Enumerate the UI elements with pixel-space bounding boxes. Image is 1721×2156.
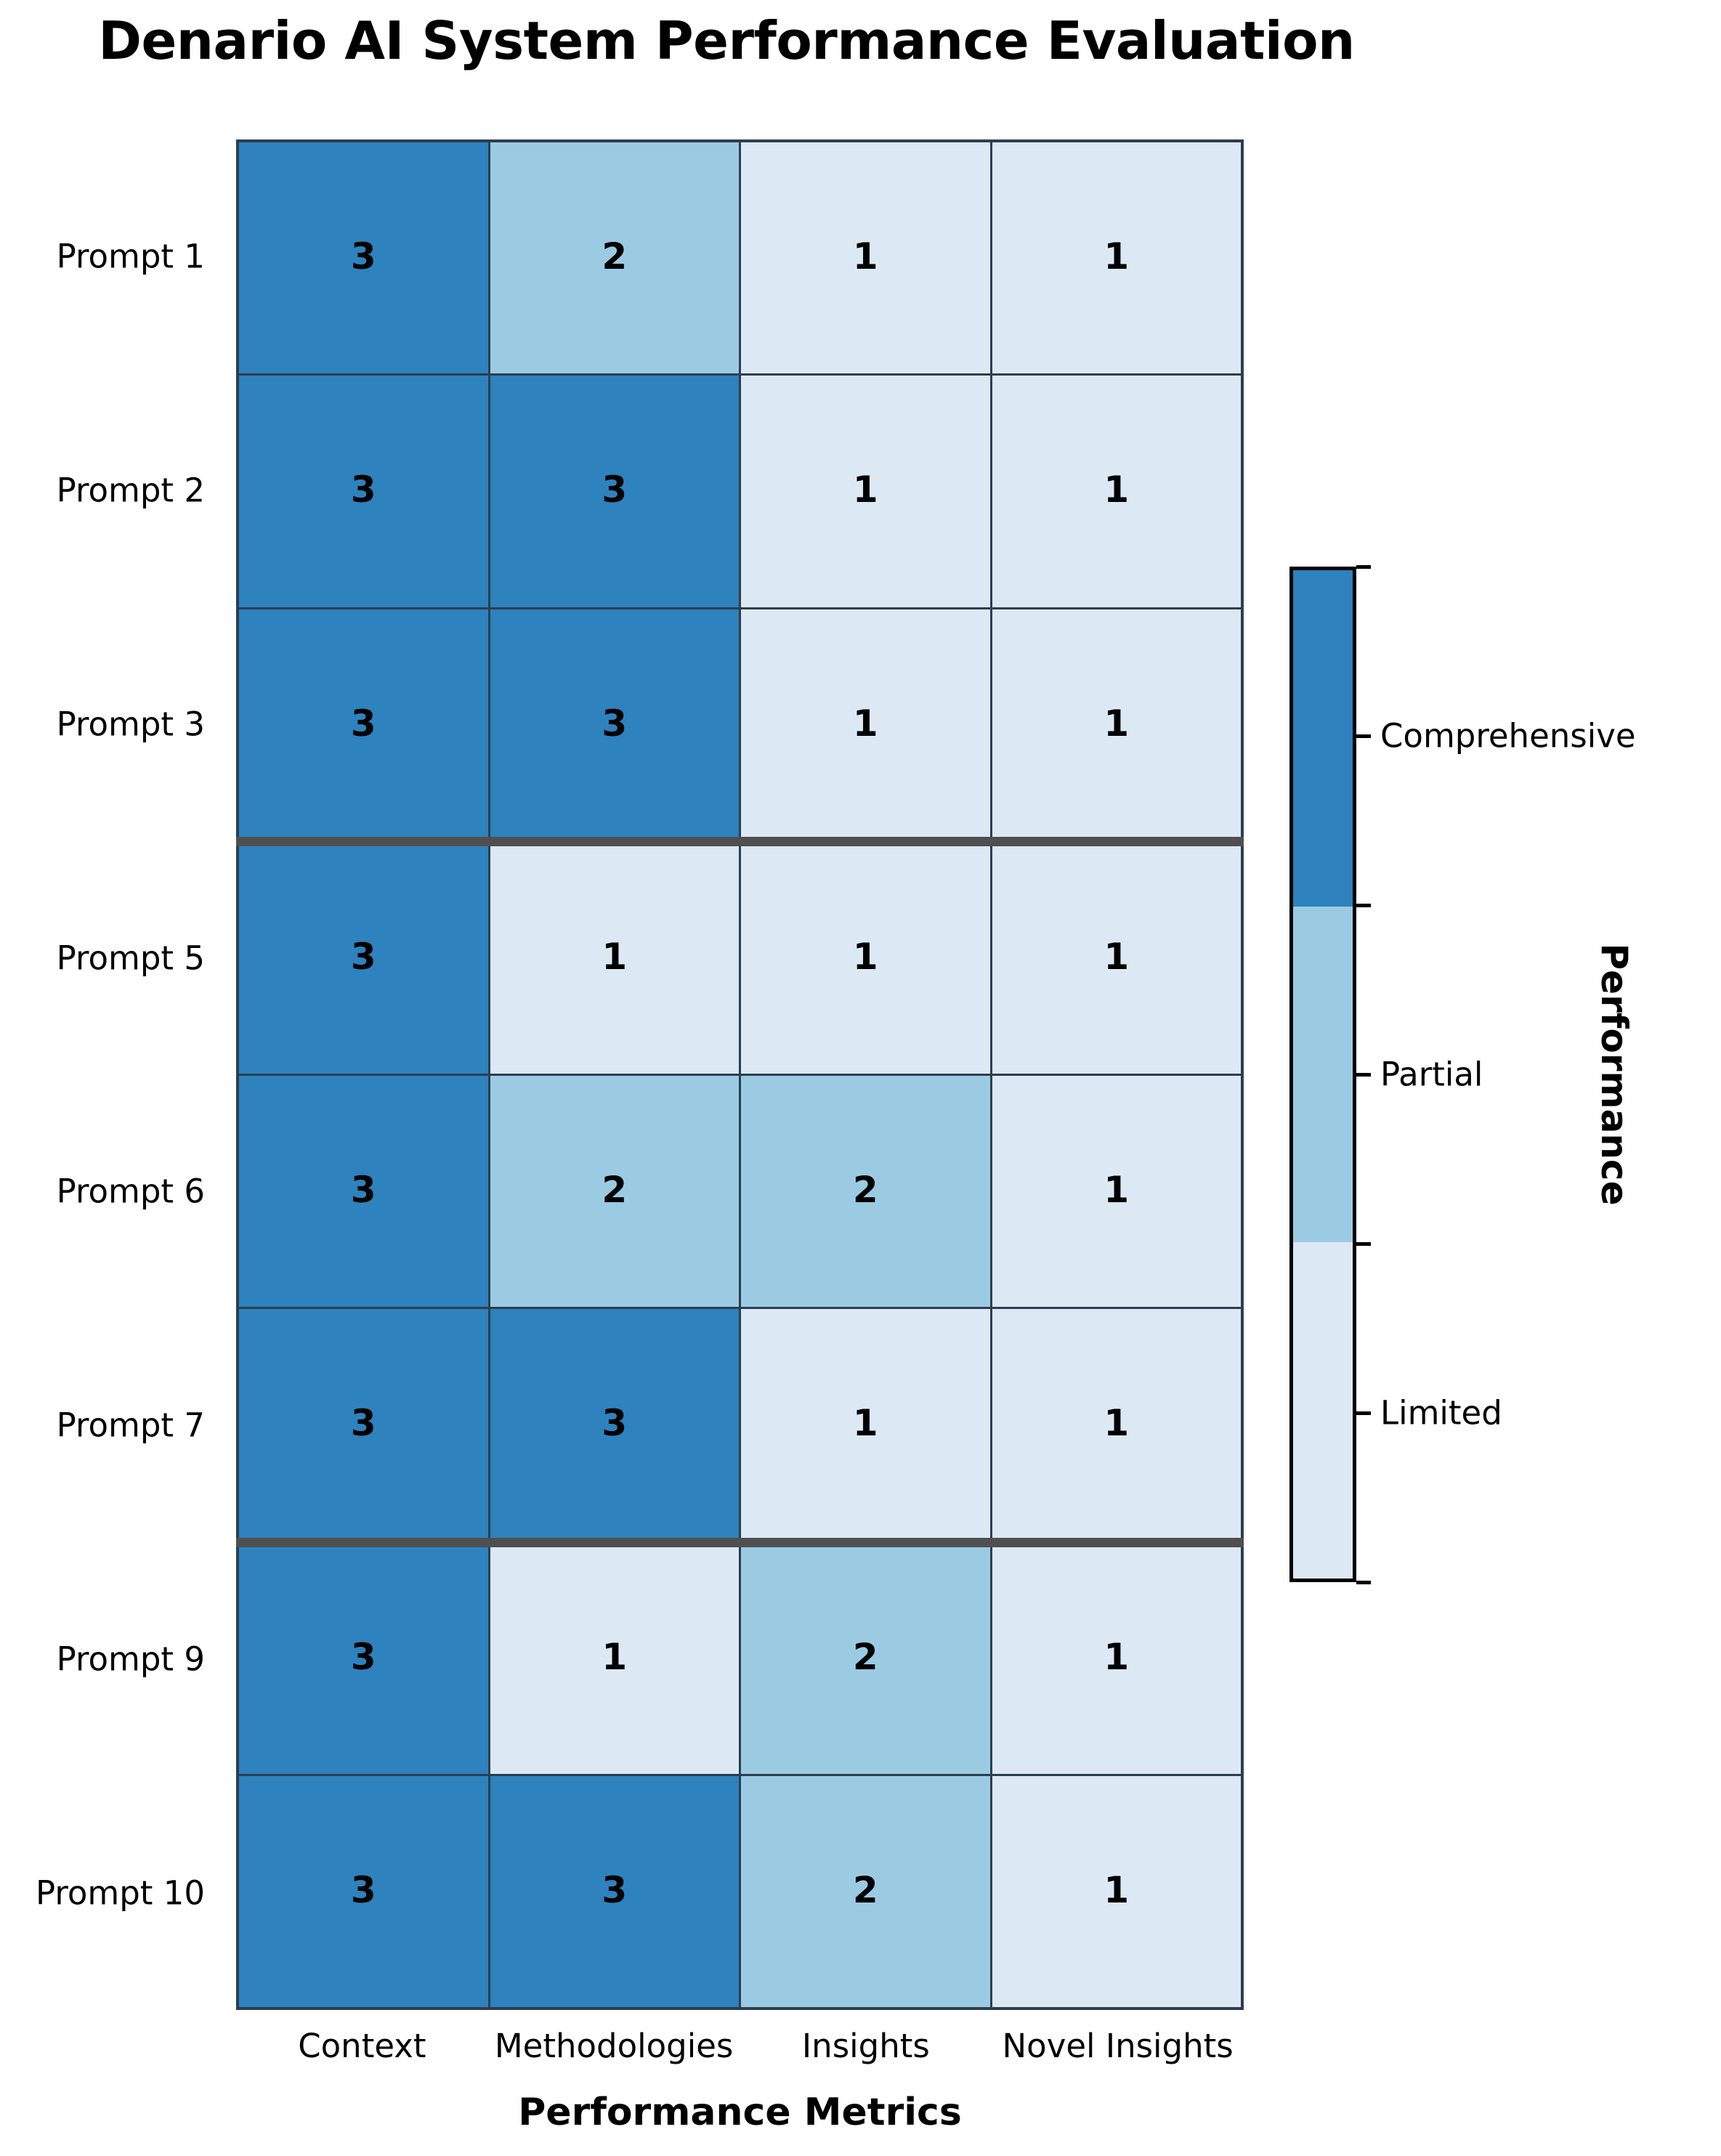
colorbar-tick (1356, 1073, 1371, 1077)
heatmap-cell-value: 1 (852, 1402, 878, 1445)
heatmap-cell[interactable]: 1 (992, 1076, 1241, 1308)
heatmap-cell[interactable]: 1 (992, 1542, 1241, 1774)
colorbar-boundary-tick (1356, 1581, 1371, 1584)
heatmap-cell[interactable]: 1 (741, 376, 990, 607)
heatmap-cell-value: 3 (350, 935, 376, 978)
heatmap-cell-value: 3 (350, 1169, 376, 1212)
heatmap-cell[interactable]: 3 (239, 842, 488, 1074)
colorbar-title: Performance (1593, 943, 1635, 1206)
x-axis-tick-label: Novel Insights (1002, 2027, 1234, 2065)
y-axis-tick-label: Prompt 3 (56, 705, 205, 744)
y-axis-tick-label: Prompt 9 (56, 1640, 205, 1679)
heatmap-cell[interactable]: 3 (490, 376, 739, 607)
heatmap-cell[interactable]: 2 (490, 142, 739, 374)
heatmap-cell[interactable]: 1 (490, 842, 739, 1074)
heatmap-cell-value: 1 (1104, 1635, 1130, 1678)
heatmap-cell[interactable]: 3 (239, 376, 488, 607)
heatmap-cell-value: 2 (852, 1169, 878, 1212)
x-axis-tick-label: Insights (801, 2027, 930, 2065)
x-axis-tick-labels: Context Methodologies Insights Novel Insigh… (236, 2027, 1244, 2078)
heatmap-cell-value: 3 (350, 1402, 376, 1445)
heatmap-cell-value: 1 (852, 235, 878, 278)
y-axis-tick-label: Prompt 7 (56, 1406, 205, 1445)
heatmap-cell-value: 3 (602, 469, 628, 511)
y-axis-tick-label: Prompt 10 (36, 1873, 205, 1913)
heatmap-cell-value: 1 (852, 469, 878, 511)
heatmap-cell[interactable]: 3 (239, 142, 488, 374)
heatmap-cell[interactable]: 3 (239, 1309, 488, 1541)
heatmap-cell[interactable]: 1 (992, 609, 1241, 840)
heatmap-cell[interactable]: 3 (490, 609, 739, 840)
heatmap-cell-value: 1 (1104, 1868, 1130, 1911)
heatmap-cell[interactable]: 3 (490, 1309, 739, 1541)
heatmap-cell[interactable]: 2 (741, 1076, 990, 1308)
colorbar-boundary-tick (1356, 565, 1371, 569)
heatmap-cell-value: 1 (1104, 235, 1130, 278)
heatmap-cell[interactable]: 1 (992, 842, 1241, 1074)
heatmap-cell-value: 2 (602, 1169, 628, 1212)
heatmap-cell[interactable]: 3 (239, 1775, 488, 2007)
colorbar-segment (1293, 906, 1353, 1243)
colorbar-boundary-tick (1356, 1242, 1371, 1246)
colorbar-segment (1293, 1242, 1353, 1578)
y-axis-tick-label: Prompt 6 (56, 1172, 205, 1211)
heatmap-cell-value: 1 (1104, 935, 1130, 978)
y-axis-tick-labels: Prompt 1 Prompt 2 Prompt 3 Prompt 5 Prompt 6… (0, 139, 218, 2010)
heatmap-cell-value: 1 (852, 935, 878, 978)
colorbar[interactable] (1289, 567, 1356, 1582)
colorbar-tick-label: Partial (1380, 1055, 1483, 1094)
heatmap-cell-value: 3 (602, 702, 628, 745)
heatmap-cell[interactable]: 2 (741, 1542, 990, 1774)
heatmap-cell[interactable]: 1 (992, 376, 1241, 607)
colorbar-tick-label: Limited (1380, 1393, 1502, 1432)
heatmap-cell-value: 3 (602, 1402, 628, 1445)
colorbar-tick-label: Comprehensive (1380, 716, 1636, 755)
page-title: Denario AI System Performance Evaluation (98, 10, 1355, 71)
y-axis-tick-label: Prompt 2 (56, 471, 205, 510)
x-axis-tick-label: Context (298, 2027, 426, 2065)
y-axis-tick-label: Prompt 1 (56, 237, 205, 276)
heatmap-cell-value: 1 (1104, 1169, 1130, 1212)
colorbar-segment (1293, 570, 1353, 907)
heatmap-cell-value: 3 (350, 469, 376, 511)
heatmap-cell[interactable]: 1 (741, 609, 990, 840)
heatmap-cell[interactable]: 1 (992, 1309, 1241, 1541)
heatmap-cell[interactable]: 3 (239, 1076, 488, 1308)
colorbar-boundary-tick (1356, 904, 1371, 907)
heatmap-cell-value: 3 (602, 1868, 628, 1911)
heatmap-cell-value: 2 (852, 1635, 878, 1678)
y-axis-tick-label: Prompt 5 (56, 939, 205, 978)
heatmap-cell-value: 3 (350, 235, 376, 278)
x-axis-tick-label: Methodologies (494, 2027, 734, 2065)
heatmap-cell[interactable]: 3 (239, 1542, 488, 1774)
heatmap-cell-value: 2 (852, 1868, 878, 1911)
heatmap-cell[interactable]: 1 (741, 142, 990, 374)
heatmap-cell[interactable]: 3 (239, 609, 488, 840)
heatmap-cell[interactable]: 1 (992, 1775, 1241, 2007)
heatmap-cell-value: 1 (1104, 1402, 1130, 1445)
heatmap-cell[interactable]: 3 (490, 1775, 739, 2007)
heatmap-cell-value: 3 (350, 702, 376, 745)
heatmap-cell-value: 1 (1104, 702, 1130, 745)
heatmap-cell-value: 1 (602, 1635, 628, 1678)
heatmap-cell[interactable]: 1 (741, 1309, 990, 1541)
colorbar-tick (1356, 734, 1371, 738)
heatmap-cell-value: 1 (602, 935, 628, 978)
x-axis-title: Performance Metrics (518, 2091, 962, 2134)
heatmap-grid[interactable]: 3 2 1 1 3 3 1 1 3 3 1 1 3 1 1 1 3 2 2 1 3 3 1 1 3 1 2 1 3 3 2 1 (236, 139, 1244, 2010)
heatmap-cell-value: 3 (350, 1635, 376, 1678)
heatmap-cell-value: 2 (602, 235, 628, 278)
group-separator (236, 836, 1244, 846)
heatmap-cell[interactable]: 1 (741, 842, 990, 1074)
group-separator (236, 1538, 1244, 1548)
heatmap-cell[interactable]: 1 (992, 142, 1241, 374)
heatmap-cell[interactable]: 2 (490, 1076, 739, 1308)
heatmap-cell[interactable]: 1 (490, 1542, 739, 1774)
heatmap-cell-value: 3 (350, 1868, 376, 1911)
colorbar-tick (1356, 1411, 1371, 1415)
heatmap-cell-value: 1 (852, 702, 878, 745)
heatmap-cell-value: 1 (1104, 469, 1130, 511)
heatmap-cell[interactable]: 2 (741, 1775, 990, 2007)
